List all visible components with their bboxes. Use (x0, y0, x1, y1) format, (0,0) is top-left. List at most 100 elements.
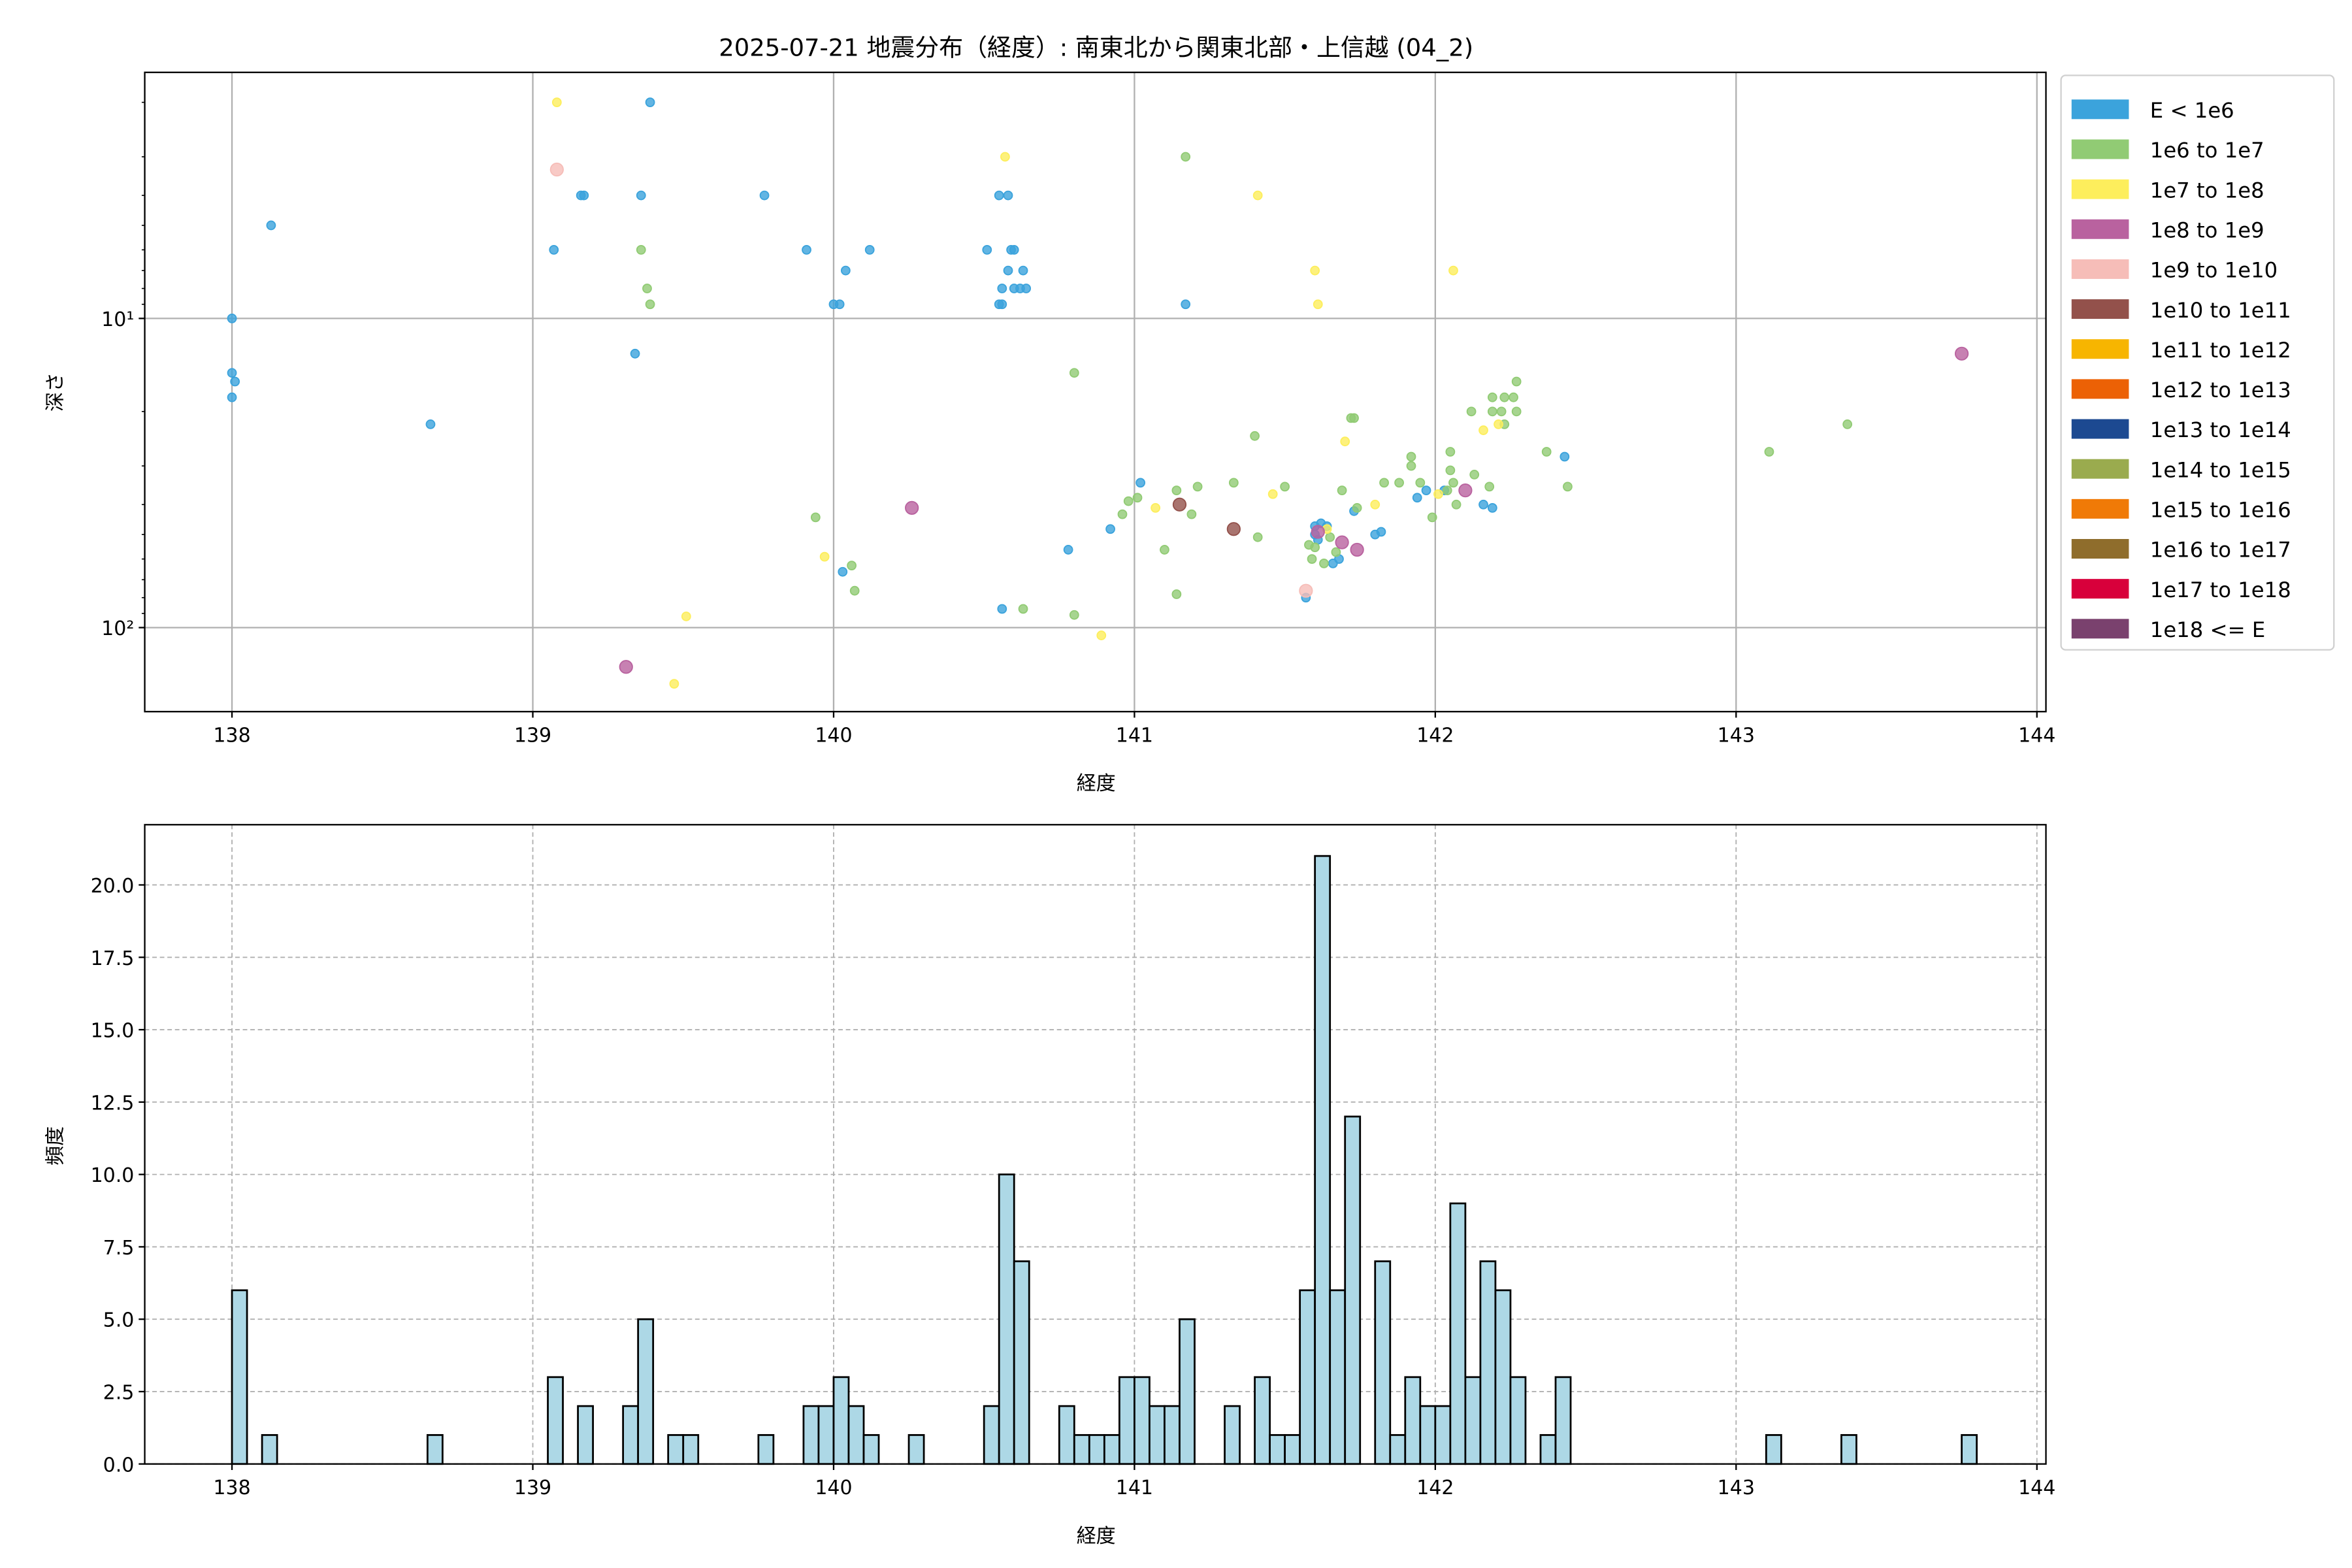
data-point (425, 419, 436, 429)
histogram-plot: 138 139 140 141 142 143 144 0.0 2.5 5.0 7.5 10.0 12.… (91, 824, 2055, 1499)
data-point (1406, 451, 1416, 462)
data-point (230, 376, 240, 387)
data-point (1018, 604, 1028, 614)
data-point (838, 566, 848, 577)
histogram-bar (1554, 1376, 1572, 1465)
data-point (1171, 485, 1182, 496)
data-point (1117, 509, 1128, 519)
histogram-bar (907, 1434, 925, 1465)
histogram-bar (231, 1289, 248, 1465)
x-tick-label: 144 (2018, 724, 2055, 747)
histogram-bar (1509, 1376, 1527, 1465)
data-point (1469, 470, 1480, 480)
legend-label: 1e15 to 1e16 (2150, 498, 2291, 523)
legend-swatch (2071, 419, 2129, 439)
legend-swatch (2071, 139, 2129, 159)
data-point (1954, 346, 1969, 361)
histogram-bar (1179, 1318, 1196, 1465)
legend-swatch (2071, 99, 2129, 120)
data-point (1511, 376, 1522, 387)
histogram-bar (637, 1318, 655, 1465)
data-point (1487, 392, 1497, 402)
legend-label: 1e13 to 1e14 (2150, 417, 2291, 442)
x-tick-label: 140 (815, 724, 852, 747)
histogram-bar (1961, 1434, 1978, 1465)
data-point (1412, 493, 1422, 503)
data-point (1252, 532, 1263, 542)
histogram-bar (1118, 1376, 1135, 1465)
data-point (1335, 535, 1349, 549)
scatter-x-label: 経度 (1077, 772, 1116, 795)
data-point (549, 245, 559, 255)
legend-swatch (2071, 219, 2129, 239)
histogram-bar (847, 1405, 865, 1465)
histogram-bar (1479, 1260, 1497, 1465)
data-point (1069, 610, 1079, 620)
data-point (1172, 497, 1187, 512)
data-point (1445, 447, 1456, 457)
histogram-bar (757, 1434, 775, 1465)
histogram-bar (682, 1434, 700, 1465)
y-tick-label: 7.5 (103, 1237, 135, 1260)
data-point (1337, 485, 1347, 496)
legend-swatch (2071, 259, 2129, 279)
data-point (1442, 485, 1452, 496)
plot-frame (144, 824, 2047, 1465)
scatter-plot: 138 139 140 141 142 143 144 10¹ 10² (101, 71, 2055, 747)
histogram-bar (577, 1405, 594, 1465)
x-tick-label: 139 (514, 724, 551, 747)
legend-swatch (2071, 459, 2129, 479)
data-point (1842, 419, 1853, 429)
legend-label: 1e6 to 1e7 (2150, 138, 2264, 163)
legend-swatch (2071, 179, 2129, 199)
histogram-bar (1058, 1405, 1075, 1465)
data-point (669, 679, 679, 689)
data-point (1319, 558, 1329, 568)
x-tick-label: 141 (1116, 724, 1153, 747)
histogram-bar (1419, 1405, 1437, 1465)
data-point (1250, 431, 1260, 441)
data-point (1370, 499, 1380, 510)
histogram-bar (1254, 1376, 1271, 1465)
legend-label: 1e12 to 1e13 (2150, 378, 2291, 402)
legend-label: 1e10 to 1e11 (2150, 298, 2291, 323)
legend-swatch (2071, 379, 2129, 399)
x-tick-label: 143 (1718, 1477, 1755, 1499)
data-point (1350, 542, 1364, 557)
histogram-bar (1434, 1405, 1452, 1465)
histogram-bar (1840, 1434, 1857, 1465)
data-point (1346, 413, 1356, 423)
data-point (810, 512, 821, 523)
x-tick-label: 142 (1416, 724, 1454, 747)
data-point (1352, 502, 1362, 513)
x-tick-label: 141 (1116, 1477, 1153, 1499)
data-point (1379, 478, 1389, 488)
histogram-bar (1284, 1434, 1301, 1465)
data-point (1764, 447, 1774, 457)
data-point (1252, 190, 1263, 201)
histogram-bar (1103, 1434, 1120, 1465)
y-tick-label: 10¹ (101, 308, 134, 331)
data-point (1451, 499, 1462, 510)
data-point (1376, 527, 1386, 537)
data-point (1541, 447, 1552, 457)
data-point (1021, 284, 1032, 293)
data-point (994, 190, 1004, 201)
data-point (1000, 152, 1010, 162)
y-tick-label: 2.5 (103, 1382, 135, 1405)
data-point (1421, 485, 1431, 496)
legend-label: 1e9 to 1e10 (2150, 258, 2278, 283)
data-point (1484, 482, 1495, 492)
legend-label: E < 1e6 (2150, 98, 2234, 123)
data-point (1135, 478, 1145, 488)
scatter-y-label: 深さ (44, 372, 67, 412)
legend-label: 1e7 to 1e8 (2150, 178, 2264, 203)
legend-label: 1e18 <= E (2150, 617, 2266, 642)
data-point (1433, 489, 1443, 499)
histogram-bar (1329, 1289, 1347, 1465)
histogram-bar (1269, 1434, 1286, 1465)
data-point (1304, 540, 1314, 550)
histogram-bar (1765, 1434, 1782, 1465)
data-point (1458, 483, 1473, 498)
data-point (1228, 478, 1239, 488)
